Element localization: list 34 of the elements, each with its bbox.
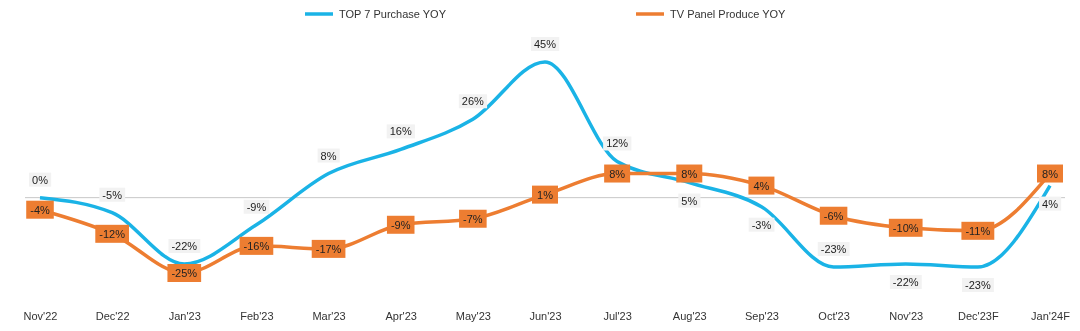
data-label: 16% [389, 125, 412, 138]
x-tick-label: Oct'23 [818, 309, 850, 322]
data-label: 4% [1042, 197, 1059, 210]
legend-label: TV Panel Produce YOY [670, 8, 787, 20]
data-label: -23% [820, 242, 847, 255]
data-label: -23% [965, 278, 991, 291]
data-label: 1% [537, 188, 554, 201]
x-tick-label: Feb'23 [240, 309, 274, 322]
x-tick-label: Jul'23 [603, 309, 632, 322]
x-tick-label: Dec'23F [958, 309, 999, 322]
x-tick-label: Apr'23 [385, 309, 417, 322]
x-tick-label: Nov'22 [23, 309, 58, 322]
data-label: -9% [246, 200, 267, 213]
data-label: 0% [32, 173, 49, 186]
data-label: 8% [320, 149, 337, 162]
x-tick-label: Mar'23 [312, 309, 346, 322]
legend-label: TOP 7 Purchase YOY [339, 8, 447, 20]
data-label: 5% [681, 194, 698, 207]
x-tick-label: May'23 [455, 309, 491, 322]
data-label: 12% [606, 137, 629, 150]
data-label: -3% [751, 218, 772, 231]
data-label: -22% [171, 239, 198, 252]
data-label: 26% [461, 95, 485, 108]
x-tick-label: Jan'24F [1031, 309, 1071, 322]
x-tick-label: Sep'23 [744, 309, 779, 322]
x-tick-label: Nov'23 [889, 309, 924, 322]
data-label: -5% [102, 188, 123, 201]
x-tick-label: Dec'22 [95, 309, 130, 322]
x-tick-label: Jan'23 [168, 309, 201, 322]
x-tick-label: Jun'23 [529, 309, 562, 322]
data-label: 45% [533, 38, 557, 50]
data-label: 8% [1042, 167, 1059, 180]
data-label: -22% [892, 275, 919, 288]
x-tick-label: Aug'23 [672, 309, 707, 322]
